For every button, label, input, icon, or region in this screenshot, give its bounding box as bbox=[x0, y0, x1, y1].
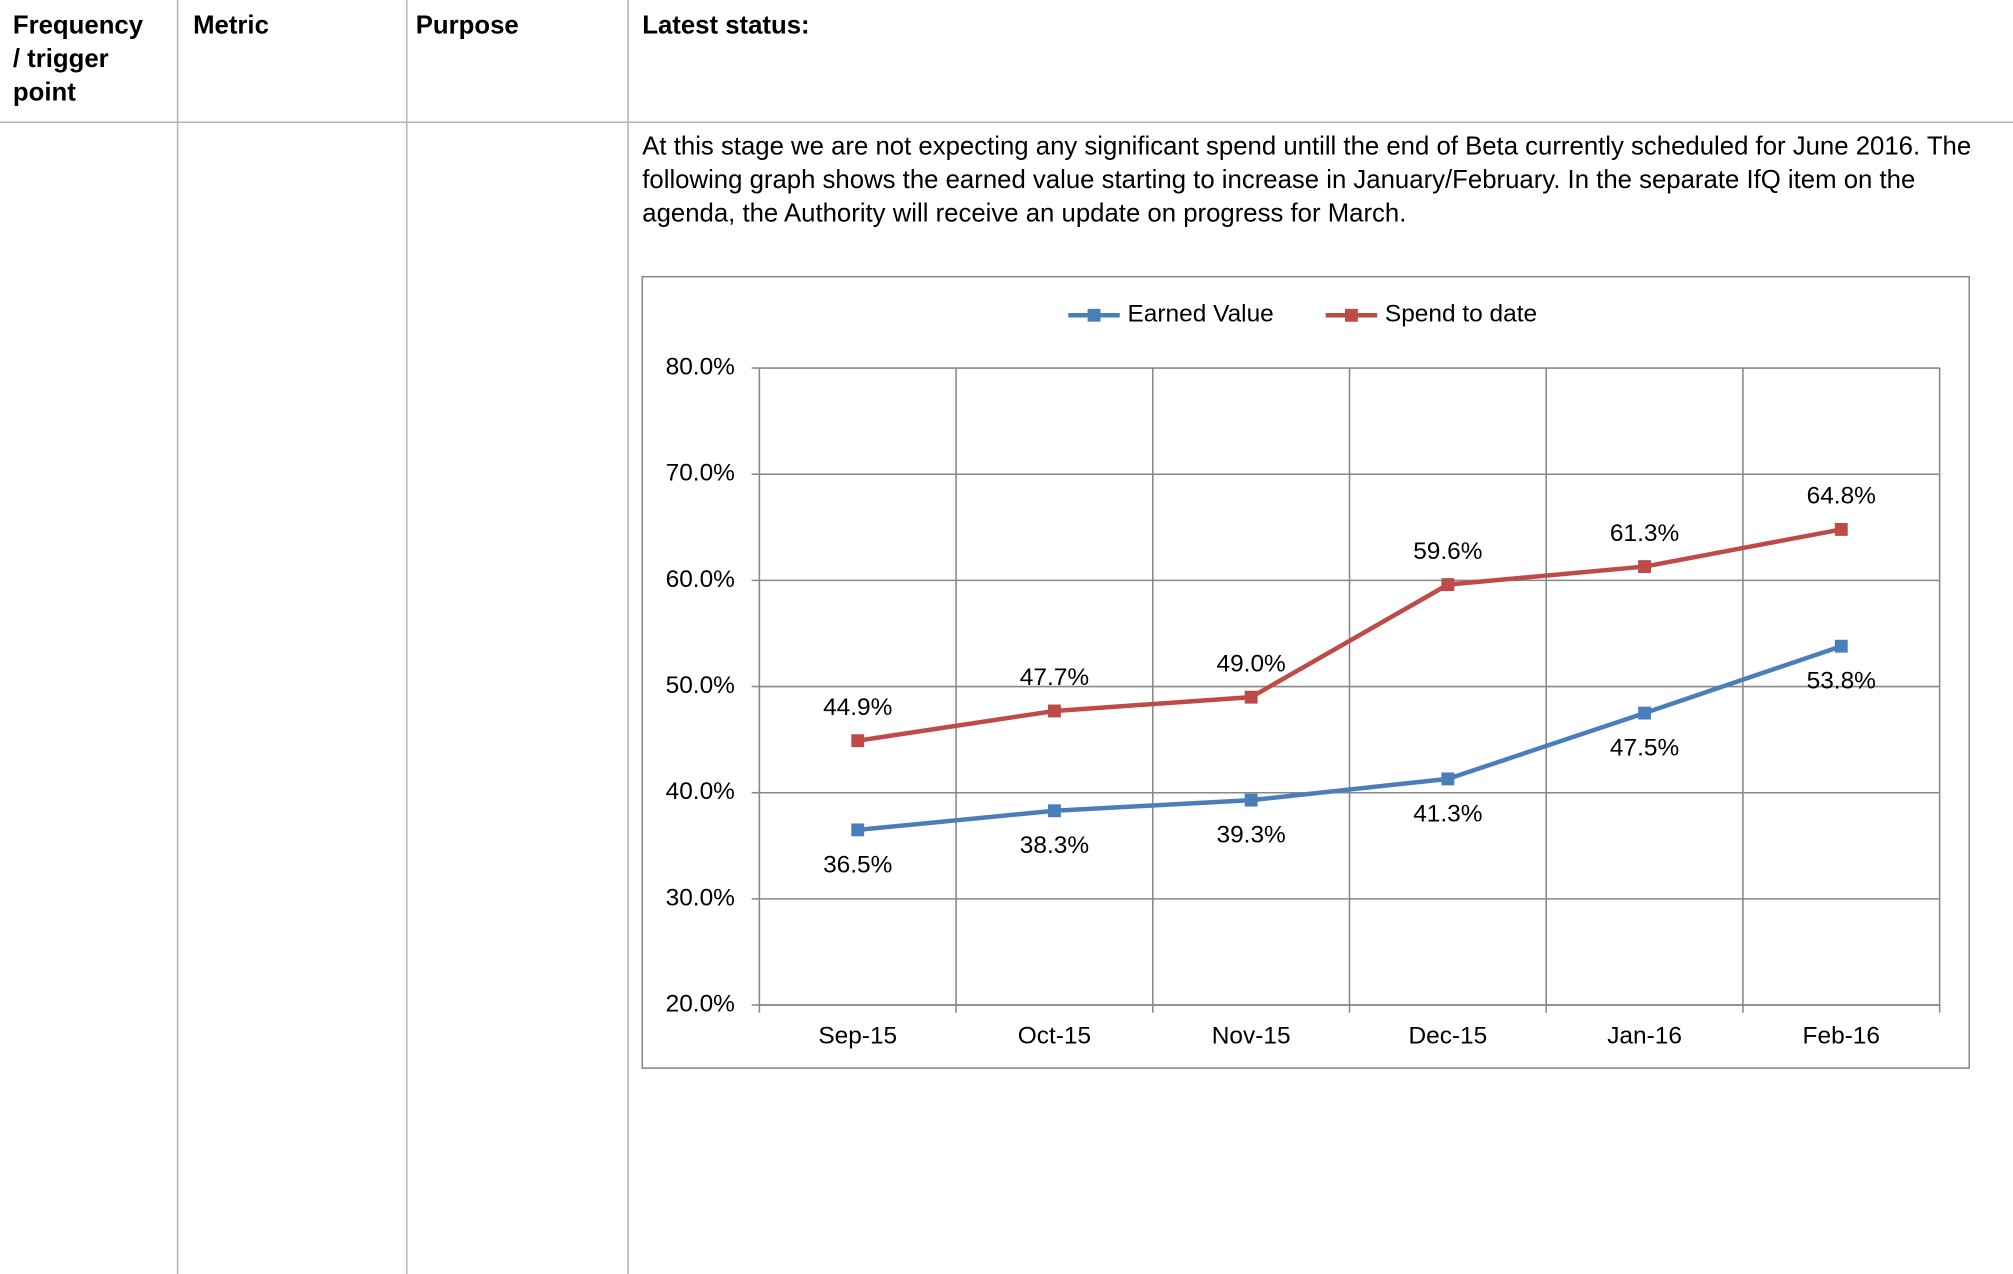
marker bbox=[1638, 560, 1652, 574]
marker bbox=[851, 734, 865, 748]
data-label: 64.8% bbox=[1807, 483, 1876, 510]
series-line bbox=[857, 527, 1842, 743]
legend-marker bbox=[1087, 308, 1101, 322]
data-label: 47.7% bbox=[1020, 664, 1089, 691]
header-text: Latest status: bbox=[642, 11, 810, 40]
status-cell: At this stage we are not expecting any s… bbox=[642, 132, 1972, 228]
data-label: 53.8% bbox=[1807, 668, 1876, 695]
data-label: 49.0% bbox=[1217, 650, 1286, 677]
y-tick-label: 30.0% bbox=[666, 884, 735, 911]
legend-marker bbox=[1345, 308, 1358, 322]
header-text: Metric bbox=[193, 11, 269, 40]
data-label: 59.6% bbox=[1413, 538, 1482, 565]
header-cell: Metric bbox=[193, 11, 269, 40]
y-tick-label: 20.0% bbox=[666, 990, 735, 1017]
marker bbox=[1048, 704, 1061, 718]
data-label: 36.5% bbox=[823, 851, 892, 878]
x-tick-label: Sep-15 bbox=[818, 1023, 897, 1050]
marker bbox=[1638, 706, 1652, 720]
marker bbox=[1834, 639, 1848, 653]
marker bbox=[851, 823, 865, 837]
data-label: 44.9% bbox=[823, 694, 892, 721]
header-cell: Latest status: bbox=[642, 11, 810, 40]
data-label: 41.3% bbox=[1413, 800, 1482, 827]
data-label: 47.5% bbox=[1610, 735, 1679, 762]
header-cell: Purpose bbox=[415, 11, 519, 40]
series-line bbox=[857, 644, 1843, 833]
data-label: 39.3% bbox=[1217, 822, 1286, 849]
header-cell: Frequency / trigger point bbox=[12, 11, 144, 107]
y-tick-label: 40.0% bbox=[666, 778, 735, 805]
marker bbox=[1244, 793, 1258, 807]
marker bbox=[1048, 804, 1061, 818]
marker bbox=[1441, 772, 1455, 786]
legend-label: Spend to date bbox=[1385, 301, 1537, 328]
x-tick-label: Jan-16 bbox=[1607, 1023, 1682, 1050]
legend-label: Earned Value bbox=[1127, 301, 1273, 328]
header-text: Purpose bbox=[415, 11, 519, 40]
status-text: At this stage we are not expecting any s… bbox=[642, 132, 1972, 228]
y-tick-label: 80.0% bbox=[666, 353, 735, 380]
x-tick-label: Oct-15 bbox=[1018, 1023, 1091, 1050]
marker bbox=[1441, 578, 1455, 592]
x-tick-label: Nov-15 bbox=[1212, 1023, 1291, 1050]
y-tick-label: 70.0% bbox=[666, 460, 735, 487]
marker bbox=[1244, 690, 1258, 704]
header-text: Frequency / trigger point bbox=[12, 11, 144, 107]
x-tick-label: Feb-16 bbox=[1803, 1023, 1880, 1050]
y-tick-label: 60.0% bbox=[666, 566, 735, 593]
data-label: 61.3% bbox=[1610, 520, 1679, 547]
marker bbox=[1834, 522, 1848, 536]
x-tick-label: Dec-15 bbox=[1408, 1023, 1487, 1050]
data-label: 38.3% bbox=[1020, 832, 1089, 859]
y-tick-label: 50.0% bbox=[666, 672, 735, 699]
chart-frame bbox=[641, 275, 1971, 1069]
